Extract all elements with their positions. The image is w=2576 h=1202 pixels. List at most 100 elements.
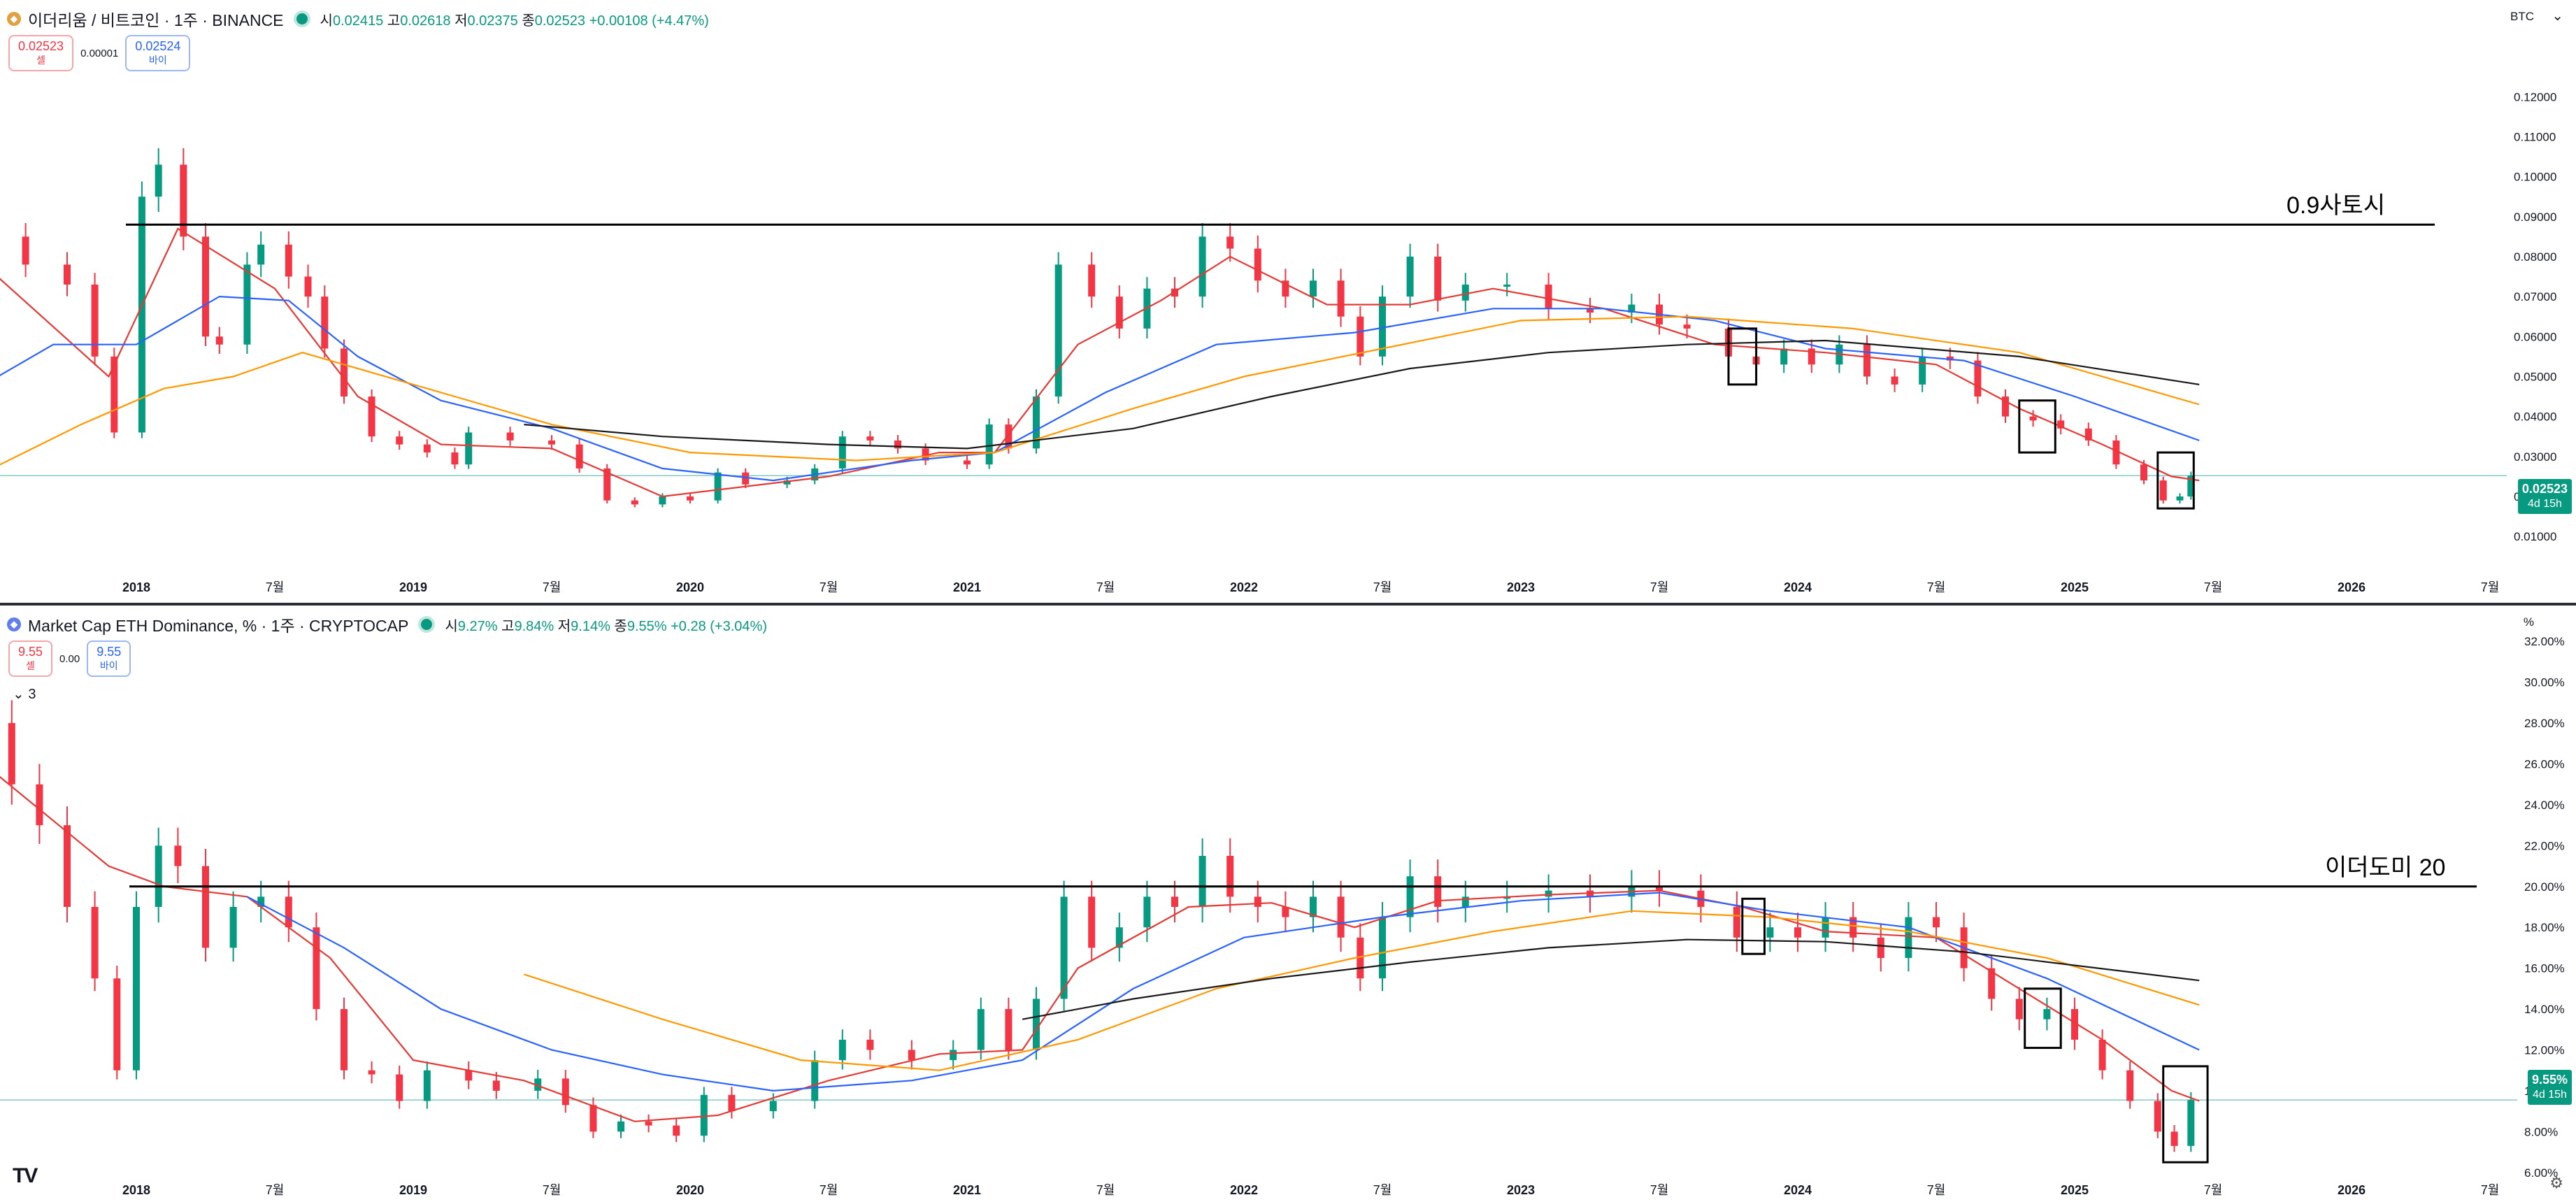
eth-dominance-symbol-title[interactable]: Market Cap ETH Dominance, % · 1주 · CRYPT… bbox=[28, 617, 409, 635]
candle-body bbox=[1379, 917, 1386, 979]
candle-body bbox=[257, 896, 265, 907]
candle-body bbox=[1545, 284, 1552, 309]
sell-button[interactable]: 0.02523 셀 bbox=[8, 35, 74, 71]
buy-button[interactable]: 0.02524 바이 bbox=[125, 35, 191, 71]
candle-body bbox=[180, 164, 187, 237]
spread-value: 0.00 bbox=[59, 652, 80, 665]
candle-body bbox=[2029, 416, 2037, 421]
candle-body bbox=[1683, 324, 1691, 329]
candle-body bbox=[368, 1070, 375, 1075]
y-tick-label: 0.12000 bbox=[2514, 90, 2556, 103]
candle-body bbox=[243, 264, 251, 345]
candle-body bbox=[1946, 356, 1954, 361]
chevron-down-icon[interactable]: ⌄ bbox=[2552, 8, 2563, 24]
y-tick-label: 0.05000 bbox=[2514, 370, 2556, 383]
candle-body bbox=[229, 907, 237, 948]
y-tick-label: 26.00% bbox=[2524, 758, 2565, 771]
level-annotation-label: 이더도미 20 bbox=[2325, 854, 2445, 881]
candle-body bbox=[1337, 896, 1345, 938]
ethereum-icon: ◆ bbox=[7, 617, 21, 631]
candle-body bbox=[950, 1050, 957, 1061]
y-tick-label: 18.00% bbox=[2524, 921, 2565, 934]
candle-body bbox=[1005, 424, 1012, 449]
candle-body bbox=[561, 1078, 569, 1106]
candle-body bbox=[985, 424, 993, 465]
candle-body bbox=[1933, 917, 1940, 928]
candle-body bbox=[1005, 1009, 1012, 1050]
candle-body bbox=[64, 825, 71, 907]
candle-body bbox=[133, 907, 140, 1071]
x-tick-label: 2026 bbox=[2338, 580, 2366, 594]
candle-body bbox=[1357, 937, 1364, 979]
candle-body bbox=[8, 723, 15, 785]
candle-body bbox=[673, 1125, 680, 1136]
candle-body bbox=[2084, 428, 2092, 441]
y-tick-label: 0.01000 bbox=[2514, 530, 2556, 543]
candle-body bbox=[1733, 907, 1740, 938]
moving-average-line bbox=[0, 315, 2200, 466]
candle-body bbox=[1143, 896, 1151, 928]
eth-dominance-plot[interactable]: 32.00% 30.00% 28.00% 26.00% 24.00% 22.00% 20.0… bbox=[0, 606, 2576, 1202]
ethereum-icon: ◆ bbox=[7, 12, 21, 26]
candle-body bbox=[687, 496, 694, 501]
candle-body bbox=[1434, 876, 1442, 907]
tradingview-logo[interactable]: TV bbox=[13, 1164, 38, 1187]
x-tick-label: 7월 bbox=[1927, 1183, 1946, 1197]
candle-body bbox=[257, 244, 265, 265]
x-tick-label: 2024 bbox=[1784, 580, 1812, 594]
eth-dominance-chart-pane[interactable]: 32.00% 30.00% 28.00% 26.00% 24.00% 22.00% 20.0… bbox=[0, 606, 2576, 1202]
candle-body bbox=[714, 472, 722, 501]
ethbtc-chart-pane[interactable]: 0.12000 0.11000 0.10000 0.09000 0.08000 0.070… bbox=[0, 0, 2576, 603]
candle-body bbox=[155, 164, 162, 197]
moving-average-line bbox=[524, 910, 2200, 1071]
candle-body bbox=[368, 396, 375, 437]
x-tick-label: 2018 bbox=[122, 580, 150, 594]
y-tick-label: 16.00% bbox=[2524, 962, 2565, 975]
candle-body bbox=[285, 244, 292, 277]
candle-body bbox=[1628, 304, 1636, 313]
candle-body bbox=[838, 436, 846, 468]
ethbtc-price-plot[interactable]: 0.12000 0.11000 0.10000 0.09000 0.08000 0.070… bbox=[0, 0, 2576, 603]
y-tick-label: 8.00% bbox=[2524, 1125, 2558, 1138]
candle-body bbox=[548, 440, 555, 445]
x-tick-label: 7월 bbox=[2204, 1183, 2223, 1197]
candle-body bbox=[1226, 855, 1234, 897]
candle-body bbox=[1877, 937, 1884, 959]
x-tick-label: 2021 bbox=[953, 580, 981, 594]
candle-body bbox=[1587, 308, 1594, 313]
candle-body bbox=[1503, 896, 1511, 899]
y-tick-label: 12.00% bbox=[2524, 1044, 2565, 1057]
candle-body bbox=[1254, 896, 1261, 907]
candle-body bbox=[22, 236, 29, 265]
buy-button[interactable]: 9.55 바이 bbox=[87, 641, 131, 677]
x-tick-label: 2022 bbox=[1230, 580, 1258, 594]
candle-body bbox=[1337, 280, 1345, 317]
highlight-box bbox=[2024, 987, 2062, 1050]
candle-body bbox=[603, 468, 611, 501]
candle-body bbox=[465, 432, 473, 465]
candle-body bbox=[2159, 480, 2167, 501]
highlight-box bbox=[2018, 399, 2056, 454]
candle-body bbox=[1891, 376, 1898, 385]
candle-body bbox=[2187, 1100, 2195, 1146]
y-tick-label: 0.03000 bbox=[2514, 450, 2556, 464]
pane-separator[interactable] bbox=[0, 603, 2576, 606]
candle-body bbox=[1974, 360, 1982, 397]
candle-body bbox=[2154, 1101, 2161, 1132]
candle-body bbox=[1863, 344, 1870, 377]
collapse-indicators-button[interactable]: ⌄ 3 bbox=[13, 687, 36, 702]
sell-button[interactable]: 9.55 셀 bbox=[8, 641, 53, 677]
x-tick-label: 2019 bbox=[399, 580, 427, 594]
candle-body bbox=[313, 927, 320, 1010]
market-open-status-icon bbox=[421, 619, 433, 630]
candle-body bbox=[304, 276, 312, 297]
current-price-tag: 9.55% 4d 15h bbox=[2527, 1070, 2572, 1105]
candle-body bbox=[1171, 896, 1178, 907]
gear-icon[interactable]: ⚙ bbox=[2549, 1174, 2563, 1192]
y-tick-label: 22.00% bbox=[2524, 839, 2565, 852]
candle-body bbox=[1808, 348, 1815, 365]
ethbtc-symbol-title[interactable]: 이더리움 / 비트코인 · 1주 · BINANCE bbox=[28, 11, 284, 29]
x-tick-label: 7월 bbox=[1650, 580, 1669, 594]
y-tick-label: 0.08000 bbox=[2514, 250, 2556, 264]
candle-body bbox=[465, 1070, 473, 1081]
